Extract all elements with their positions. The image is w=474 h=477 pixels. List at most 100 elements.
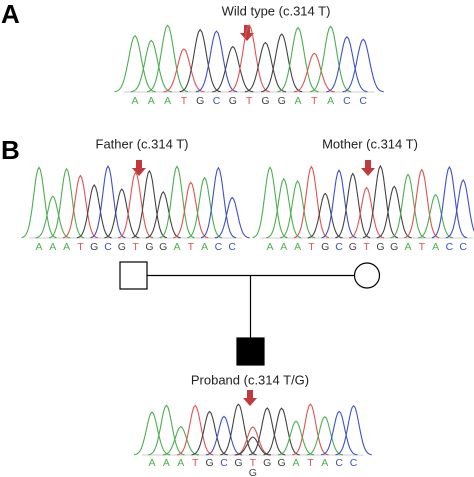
trace-peak <box>362 164 398 239</box>
base-call: T <box>77 241 84 253</box>
base-call: A <box>148 457 155 469</box>
trace-peak <box>261 33 303 93</box>
base-call: T <box>308 241 315 253</box>
trace-peak <box>49 167 85 239</box>
base-call: C <box>350 457 358 469</box>
base-call: T <box>181 95 188 107</box>
base-call: G <box>278 95 286 107</box>
trace-peak <box>342 38 384 93</box>
trace-peak <box>148 404 185 456</box>
trace-peak <box>159 165 195 239</box>
base-call-alt: G <box>249 467 257 477</box>
base-call: A <box>63 241 70 253</box>
base-call: T <box>188 241 195 253</box>
base-call: T <box>246 95 253 107</box>
trace-peak <box>320 410 358 456</box>
base-call: C <box>343 95 351 107</box>
base-call: A <box>177 457 184 469</box>
mutation-arrow <box>240 25 254 41</box>
base-call: A <box>294 241 301 253</box>
trace-peak <box>349 186 385 239</box>
base-call: A <box>131 95 138 107</box>
base-call: G <box>390 241 398 253</box>
trace-peak <box>133 411 171 456</box>
trace-peak <box>163 48 205 93</box>
chromatogram-title: Wild type (c.314 T) <box>222 3 331 18</box>
trace-peak <box>176 404 214 456</box>
base-call: C <box>335 241 343 253</box>
base-call: A <box>292 457 299 469</box>
base-call: C <box>335 457 343 469</box>
base-call: A <box>266 241 273 253</box>
trace-peak <box>293 165 329 239</box>
base-call: G <box>321 241 329 253</box>
base-call: T <box>250 457 257 469</box>
base-call: T <box>311 95 318 107</box>
base-call: C <box>359 95 367 107</box>
trace-peak <box>191 410 228 456</box>
mutation-arrow <box>361 160 375 176</box>
trace-peak <box>266 177 302 239</box>
trace-peak <box>335 172 371 239</box>
trace-peak <box>145 191 181 239</box>
panel-label: B <box>1 135 20 165</box>
base-call: G <box>376 241 384 253</box>
trace-peak <box>130 39 172 93</box>
chromatogram: Wild type (c.314 T)A A A T G C G T G G A T A C C <box>114 3 384 107</box>
base-call: G <box>159 241 167 253</box>
trace-peak <box>293 52 335 93</box>
trace-peak <box>220 403 257 456</box>
trace-peak <box>306 415 343 456</box>
trace-peak <box>173 181 209 239</box>
base-call: A <box>164 95 171 107</box>
base-call: G <box>229 95 237 107</box>
trace-peak <box>118 171 154 239</box>
trace-peak <box>445 179 474 239</box>
base-call: G <box>145 241 153 253</box>
base-call: G <box>261 95 269 107</box>
father-symbol <box>119 261 148 290</box>
trace-peak <box>104 188 140 239</box>
base-call: A <box>432 241 439 253</box>
base-call: G <box>90 241 98 253</box>
chromatogram-title: Father (c.314 T) <box>96 136 189 151</box>
trace-peak <box>390 173 426 239</box>
trace-peak <box>335 404 372 456</box>
base-call: T <box>363 241 370 253</box>
base-call: A <box>280 241 287 253</box>
trace-peak <box>62 174 98 239</box>
trace-peak <box>307 192 343 239</box>
base-call: A <box>294 95 301 107</box>
trace-peak <box>114 34 156 93</box>
trace-peak <box>21 166 57 239</box>
base-call: C <box>459 241 467 253</box>
trace-peak <box>277 26 319 93</box>
trace-peak <box>162 425 199 456</box>
base-call: T <box>132 241 139 253</box>
base-call: T <box>419 241 426 253</box>
base-call: A <box>173 241 180 253</box>
trace-peak <box>263 407 300 456</box>
base-call: T <box>307 457 314 469</box>
base-call: A <box>49 241 56 253</box>
trace-peak <box>292 403 329 456</box>
base-call: G <box>196 95 204 107</box>
base-call: G <box>118 241 126 253</box>
trace-peak <box>146 24 189 93</box>
trace-peak <box>431 165 467 239</box>
base-call: C <box>104 241 112 253</box>
base-call: A <box>404 241 411 253</box>
chromatogram-title: Mother (c.314 T) <box>322 136 418 151</box>
trace-peak <box>35 195 71 239</box>
trace-peak <box>179 28 221 93</box>
trace-peak <box>418 193 454 239</box>
chromatogram: Father (c.314 T)A A A T G C G T G G A T A C C <box>21 136 250 253</box>
base-call: C <box>215 241 223 253</box>
base-call: A <box>201 241 208 253</box>
base-call: A <box>327 95 334 107</box>
mutation-arrow <box>132 160 146 176</box>
trace-peak <box>244 41 286 93</box>
trace-peak <box>280 180 316 239</box>
trace-peak <box>309 25 352 93</box>
